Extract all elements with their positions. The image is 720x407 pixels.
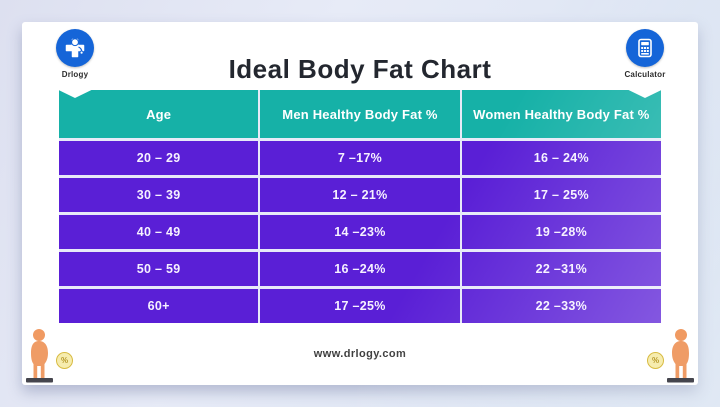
person-on-scale-left-icon: % — [22, 328, 74, 386]
drlogy-badge: Drlogy — [47, 22, 103, 98]
percent-badge-icon: % — [647, 352, 664, 369]
cell-age-row5: 60+ — [59, 289, 259, 323]
cell-men-row2: 12 – 21% — [260, 178, 460, 212]
cell-age-row4: 50 – 59 — [59, 252, 259, 286]
cell-men-row3: 14 –23% — [260, 215, 460, 249]
cell-age-row1: 20 – 29 — [59, 141, 259, 175]
column-header-age: Age — [59, 90, 259, 138]
drlogy-badge-label: Drlogy — [61, 70, 89, 79]
column-header-women: Women Healthy Body Fat % — [461, 90, 661, 138]
cell-women-row1: 16 – 24% — [461, 141, 661, 175]
column-header-men: Men Healthy Body Fat % — [260, 90, 460, 138]
person-on-scale-right-icon: % — [646, 328, 698, 386]
cell-age-row2: 30 – 39 — [59, 178, 259, 212]
cell-women-row4: 22 –31% — [461, 252, 661, 286]
chart-card: Drlogy Calculator Ideal Body Fat Chart — [22, 22, 698, 385]
cell-men-row4: 16 –24% — [260, 252, 460, 286]
cell-women-row3: 19 –28% — [461, 215, 661, 249]
cell-men-row1: 7 –17% — [260, 141, 460, 175]
body-fat-table: Age Men Healthy Body Fat % Women Healthy… — [59, 90, 661, 323]
percent-badge-icon: % — [56, 352, 73, 369]
cell-women-row5: 22 –33% — [461, 289, 661, 323]
website-link[interactable]: www.drlogy.com — [313, 348, 407, 360]
calculator-icon — [626, 29, 664, 67]
cell-age-row3: 40 – 49 — [59, 215, 259, 249]
calculator-badge-label: Calculator — [624, 70, 666, 79]
cell-men-row5: 17 –25% — [260, 289, 460, 323]
cell-women-row2: 17 – 25% — [461, 178, 661, 212]
page-title: Ideal Body Fat Chart — [228, 54, 492, 84]
calculator-badge: Calculator — [617, 22, 673, 98]
drlogy-medical-icon — [56, 29, 94, 67]
